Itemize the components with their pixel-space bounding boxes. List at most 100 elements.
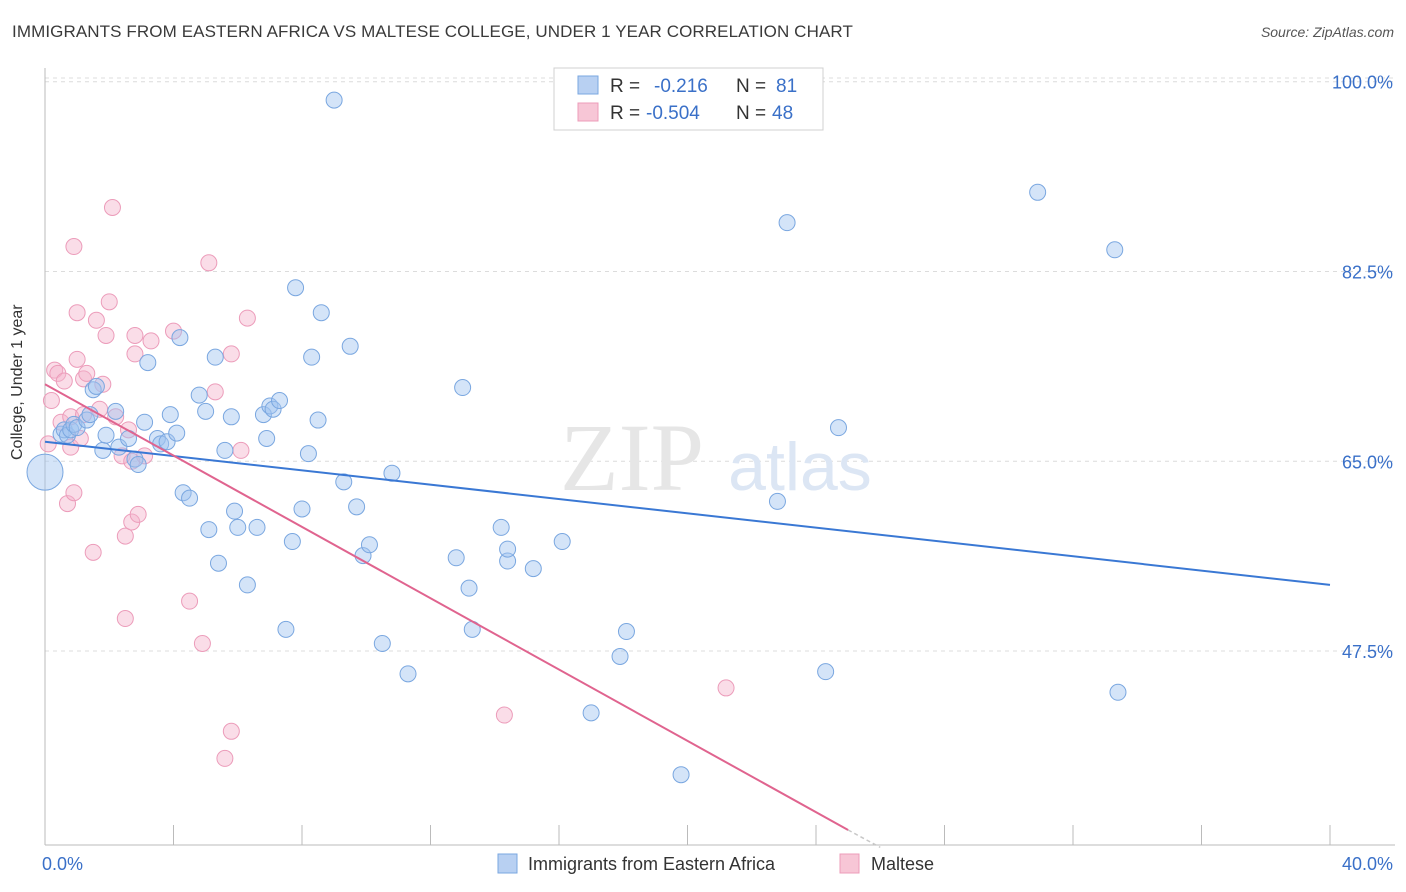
eastern-africa-points [26,91,1127,784]
grid-lines [45,77,1395,652]
eastern-africa-point-71 [611,647,629,665]
eastern-africa-point-47 [293,500,311,518]
legend-blue-r-label: R = [610,76,640,97]
eastern-africa-trend-line [44,440,1331,586]
eastern-africa-point-57 [360,536,378,554]
eastern-africa-point-37 [238,576,256,594]
eastern-africa-point-49 [303,348,321,366]
eastern-africa-point-11 [94,441,112,459]
legend-pink-n-value: 48 [772,103,793,124]
eastern-africa-point-69 [553,533,571,551]
legend-blue-n-value: 81 [776,76,797,97]
eastern-africa-point-77 [829,419,847,437]
eastern-africa-point-50 [309,411,327,429]
bottom-legend-blue-label: Immigrants from Eastern Africa [528,854,776,874]
eastern-africa-point-17 [129,456,147,474]
legend-blue-r-value: -0.216 [654,76,708,97]
eastern-africa-point-43 [271,392,289,410]
maltese-point-44 [238,309,256,327]
maltese-point-40 [206,383,224,401]
eastern-africa-point-41 [261,397,279,415]
y-tick-label-3: 47.5% [1342,642,1393,662]
maltese-point-36 [165,322,182,340]
maltese-point-31 [126,345,144,363]
bottom-legend-blue-swatch [497,853,518,874]
eastern-africa-point-52 [325,91,343,109]
bottom-legend-pink-label: Maltese [871,854,934,874]
watermark-atlas: atlas [728,429,872,505]
maltese-point-17 [84,543,102,561]
eastern-africa-point-36 [229,518,247,536]
eastern-africa-point-27 [181,489,199,507]
y-axis-label: College, Under 1 year [9,304,26,460]
x-tick-label-0: 0.0% [42,854,83,874]
legend-blue-swatch [577,75,599,95]
eastern-africa-point-10 [87,377,105,395]
eastern-africa-point-5 [65,415,83,433]
maltese-point-2 [46,361,64,379]
maltese-point-15 [75,370,93,388]
maltese-point-38 [193,634,211,652]
eastern-africa-point-73 [672,766,690,784]
maltese-point-10 [65,238,83,256]
tick-labels: 100.0% 82.5% 65.0% 47.5% 0.0% 40.0% [42,73,1393,874]
maltese-point-33 [129,505,147,523]
maltese-point-5 [55,372,73,390]
maltese-point-32 [126,326,144,344]
eastern-africa-point-61 [447,549,465,567]
series-legend: Immigrants from Eastern Africa Maltese [497,853,934,874]
eastern-africa-point-62 [454,379,472,397]
eastern-africa-point-51 [312,304,330,322]
legend-pink-swatch [577,102,599,122]
maltese-point-37 [181,592,199,610]
eastern-africa-point-45 [283,533,301,551]
maltese-point-16 [78,364,96,382]
watermark: ZIP atlas [560,404,872,511]
eastern-africa-point-24 [168,424,186,442]
eastern-africa-point-33 [216,441,234,459]
maltese-points [39,198,735,767]
eastern-africa-point-70 [582,704,600,722]
eastern-africa-point-7 [78,411,96,429]
eastern-africa-point-0 [26,453,64,491]
maltese-point-47 [232,441,250,459]
bottom-legend-pink-swatch [839,853,860,874]
eastern-africa-point-42 [264,400,282,418]
eastern-africa-point-78 [1029,183,1047,201]
watermark-zip: ZIP [560,404,704,511]
source-label: Source: ZipAtlas.com [1260,24,1394,40]
maltese-point-6 [58,495,76,513]
eastern-africa-point-44 [277,620,295,638]
eastern-africa-point-28 [190,386,208,404]
eastern-africa-point-22 [158,433,176,451]
eastern-africa-point-74 [768,492,786,510]
eastern-africa-point-12 [97,426,115,444]
maltese-point-42 [222,345,240,363]
maltese-point-46 [717,679,735,697]
maltese-point-9 [65,484,83,502]
axes [44,68,1395,846]
maltese-point-25 [113,447,131,465]
eastern-africa-point-31 [206,348,224,366]
eastern-africa-point-2 [55,421,73,439]
maltese-point-21 [97,326,115,344]
eastern-africa-point-4 [62,421,80,439]
stats-legend-box [553,67,824,131]
eastern-africa-point-25 [171,329,189,347]
maltese-point-18 [87,311,105,329]
eastern-africa-point-46 [287,279,305,297]
eastern-africa-point-55 [348,498,366,516]
eastern-africa-point-75 [778,214,796,232]
eastern-africa-point-23 [161,406,179,424]
eastern-africa-point-35 [226,502,244,520]
eastern-africa-point-63 [460,579,478,597]
eastern-africa-point-29 [197,402,215,420]
maltese-point-45 [495,706,513,724]
eastern-africa-point-30 [200,521,218,539]
maltese-point-11 [68,304,86,322]
eastern-africa-point-9 [84,381,102,399]
maltese-point-43 [222,722,240,740]
maltese-point-35 [142,332,160,350]
maltese-trend-extension [847,829,881,849]
